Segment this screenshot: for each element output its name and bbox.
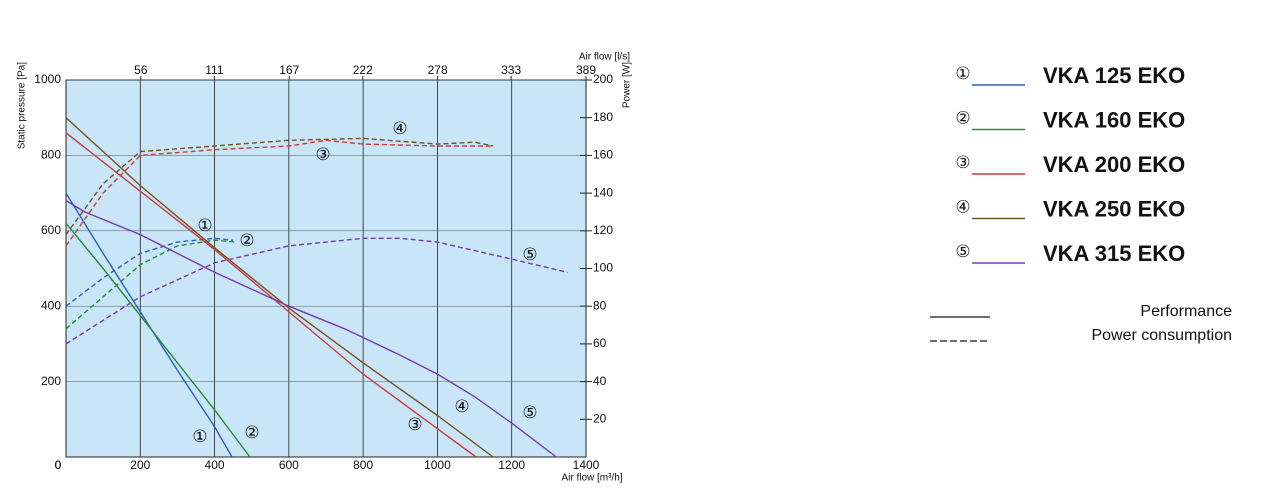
legend-symbol: ③ (955, 153, 970, 173)
curve-label: ③ (407, 415, 422, 435)
legend-symbol: ① (955, 64, 970, 84)
y2-tick-label: 140 (593, 185, 613, 199)
y2-tick-label: 20 (593, 411, 607, 425)
power-line (65, 237, 234, 307)
curve-label: ① (192, 427, 207, 447)
x2-axis-label: Air flow [l/s] (579, 52, 630, 63)
x2-tick-label: 111 (205, 63, 224, 77)
y2-tick-label: 40 (593, 374, 607, 388)
y2-tick-label: 160 (593, 148, 613, 162)
curve-label: ⑤ (522, 245, 537, 265)
legend-label: VKA 315 EKO (1043, 241, 1185, 266)
x-axis-label: Air flow [m³/h] (561, 473, 622, 484)
y-tick-label: 400 (41, 298, 61, 312)
legend-style-label: Performance (1140, 303, 1232, 320)
y-tick-label-zero: 0 (55, 458, 62, 472)
y-tick-label: 1000 (34, 72, 61, 86)
x2-tick-label: 278 (428, 63, 448, 77)
y2-tick-label: 80 (593, 298, 607, 312)
x2-tick-label: 389 (576, 63, 596, 77)
legend-symbol: ⑤ (955, 242, 970, 262)
power-line (65, 237, 568, 345)
curve-label: ④ (392, 119, 407, 139)
legend-symbol: ④ (955, 198, 970, 218)
y2-tick-label: 200 (593, 72, 613, 86)
x-tick-label: 400 (205, 458, 225, 472)
y-tick-label: 600 (41, 223, 61, 237)
x-tick-label: 0 (55, 458, 62, 472)
x-tick-label: 200 (130, 458, 150, 472)
curve-label: ⑤ (522, 403, 537, 423)
plot-area (65, 79, 587, 458)
x-tick-label: 600 (279, 458, 299, 472)
legend-label: VKA 250 EKO (1043, 196, 1185, 221)
performance-line (65, 192, 233, 458)
y2-axis-label: Power [W] (622, 62, 633, 108)
legend-symbol: ② (955, 109, 970, 129)
y2-tick-label: 120 (593, 223, 613, 237)
x2-tick-label: 222 (353, 63, 373, 77)
x2-tick-label: 56 (134, 63, 148, 77)
x-tick-label: 1400 (573, 458, 600, 472)
x-tick-label: 800 (353, 458, 373, 472)
power-line (65, 239, 237, 330)
y2-tick-label: 60 (593, 336, 607, 350)
y-axis-label: Static pressure [Pa] (17, 62, 28, 149)
curve-label: ④ (454, 397, 469, 417)
legend-label: VKA 160 EKO (1043, 107, 1185, 132)
x2-tick-label: 167 (279, 63, 299, 77)
performance-line (65, 222, 251, 458)
curve-label: ③ (315, 145, 330, 165)
curve-label: ② (239, 231, 254, 251)
x-tick-label: 1000 (424, 458, 451, 472)
x2-tick-label: 333 (501, 63, 521, 77)
legend-style-label: Power consumption (1091, 327, 1232, 344)
y2-tick-label: 180 (593, 110, 613, 124)
y-tick-label: 200 (41, 374, 61, 388)
y2-tick-label: 100 (593, 261, 613, 275)
curve-label: ① (197, 216, 212, 236)
legend-label: VKA 200 EKO (1043, 152, 1185, 177)
curve-label: ② (244, 423, 259, 443)
performance-line (65, 200, 557, 458)
performance-line (65, 117, 494, 458)
performance-line (65, 132, 477, 458)
power-line (65, 139, 494, 247)
x-tick-label: 1200 (498, 458, 525, 472)
legend-label: VKA 125 EKO (1043, 63, 1185, 88)
y-tick-label: 800 (41, 148, 61, 162)
power-line (65, 137, 494, 236)
